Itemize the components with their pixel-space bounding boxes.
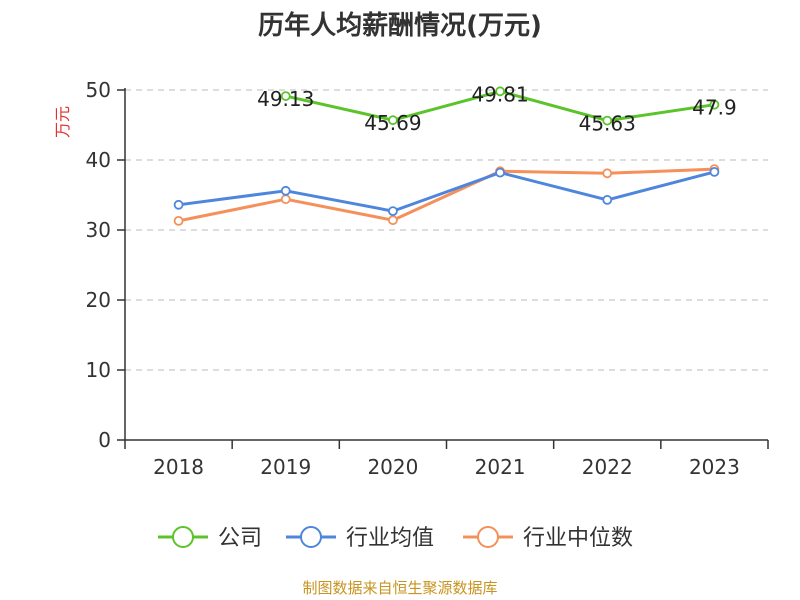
grid-lines (125, 89, 768, 371)
data-point (173, 199, 184, 210)
data-point (388, 215, 398, 226)
chart-title: 历年人均薪酬情况(万元) (258, 10, 542, 41)
series-group: 49.13 45.69 49.81 45.63 47.9 (173, 82, 737, 226)
y-tick-label: 20 (86, 288, 111, 312)
y-tick-label: 50 (86, 78, 111, 102)
data-point (280, 194, 291, 205)
data-point (709, 99, 720, 110)
y-tick-label: 40 (86, 148, 111, 172)
data-label: 45.63 (579, 112, 636, 136)
y-tick-label: 30 (86, 218, 111, 242)
x-tick-label: 2020 (367, 455, 418, 479)
data-point (495, 167, 505, 178)
data-point (173, 215, 184, 226)
legend-label: 公司 (218, 526, 262, 551)
legend-item: 公司 (158, 526, 262, 551)
y-tick-label: 10 (86, 358, 111, 382)
data-label: 45.69 (364, 111, 421, 135)
data-label: 49.81 (471, 82, 528, 106)
source-note: 制图数据来自恒生聚源数据库 (302, 579, 497, 597)
data-point (495, 86, 505, 97)
y-tick-label: 0 (98, 428, 111, 452)
x-tick-label: 2022 (582, 455, 633, 479)
legend: 公司 行业均值 行业中位数 (158, 526, 633, 551)
data-point (280, 91, 291, 101)
legend-marker (300, 526, 322, 548)
data-point (709, 166, 720, 177)
series-1 (173, 166, 720, 217)
axes: 0 10 20 30 40 50 2018 2019 2020 2021 2022 2023 (86, 78, 769, 479)
data-label: 49.13 (257, 87, 314, 111)
x-tick-label: 2021 (475, 455, 526, 479)
data-point (602, 168, 613, 179)
series-0: 49.13 45.69 49.81 45.63 47.9 (257, 82, 737, 135)
legend-item: 行业均值 (286, 526, 434, 551)
series-line (178, 170, 715, 213)
data-label: 47.9 (692, 96, 737, 120)
legend-item: 行业中位数 (463, 526, 633, 551)
data-point (388, 206, 398, 217)
series-line (178, 167, 715, 223)
legend-label: 行业中位数 (523, 526, 633, 551)
data-point (280, 185, 291, 196)
legend-marker (477, 526, 499, 548)
x-tick-label: 2023 (689, 455, 740, 479)
y-axis-label: 万元 (53, 106, 72, 138)
legend-label: 行业均值 (346, 526, 434, 551)
data-point (602, 194, 613, 205)
legend-marker (172, 526, 194, 548)
x-tick-label: 2019 (260, 455, 311, 479)
data-point (602, 115, 613, 126)
x-tick-label: 2018 (153, 455, 204, 479)
data-point (388, 115, 398, 126)
